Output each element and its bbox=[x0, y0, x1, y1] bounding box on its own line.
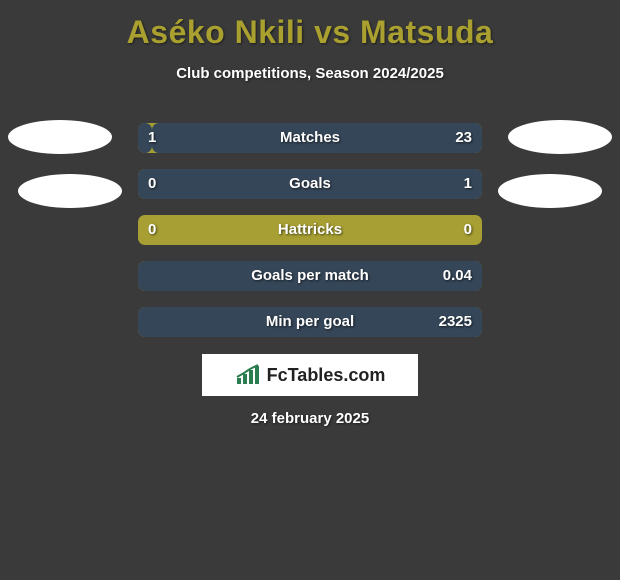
stat-row: 123Matches bbox=[0, 123, 620, 153]
stat-row: 0.04Goals per match bbox=[0, 261, 620, 291]
brand-badge: FcTables.com bbox=[202, 354, 418, 396]
stat-row: 01Goals bbox=[0, 169, 620, 199]
stat-rows: 123Matches 01Goals 00Hattricks 0.04Goals pe… bbox=[0, 123, 620, 353]
comparison-infographic: Aséko Nkili vs Matsuda Club competitions… bbox=[0, 0, 620, 580]
snapshot-date: 24 february 2025 bbox=[0, 410, 620, 427]
stat-label: Matches bbox=[138, 123, 482, 153]
stat-row: 2325Min per goal bbox=[0, 307, 620, 337]
chart-icon bbox=[235, 364, 261, 386]
brand-text: FcTables.com bbox=[267, 365, 386, 386]
page-title: Aséko Nkili vs Matsuda bbox=[0, 0, 620, 51]
stat-label: Min per goal bbox=[138, 307, 482, 337]
stat-row: 00Hattricks bbox=[0, 215, 620, 245]
page-subtitle: Club competitions, Season 2024/2025 bbox=[0, 65, 620, 82]
stat-label: Hattricks bbox=[138, 215, 482, 245]
stat-label: Goals per match bbox=[138, 261, 482, 291]
stat-label: Goals bbox=[138, 169, 482, 199]
